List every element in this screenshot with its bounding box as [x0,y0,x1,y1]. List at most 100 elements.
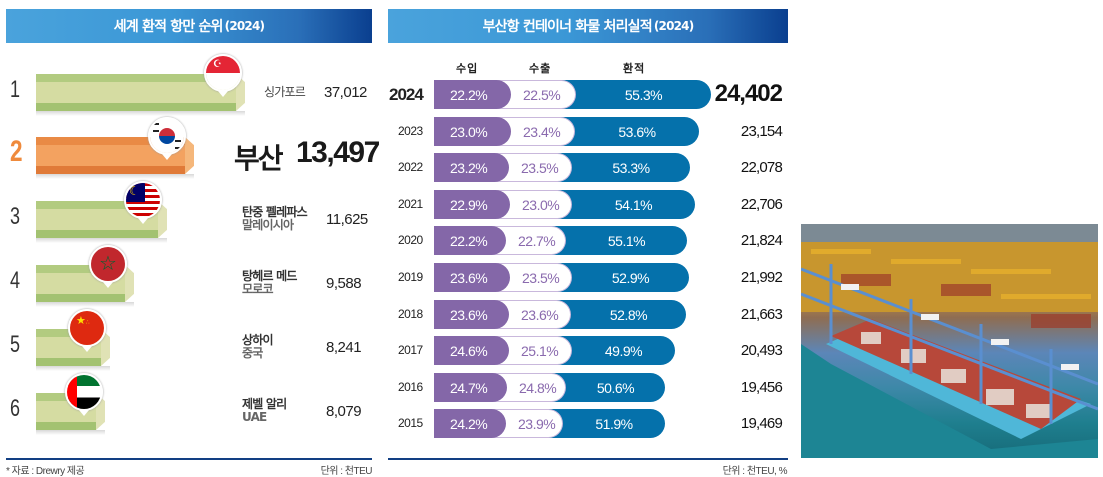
segment-label: 50.6% [596,379,635,396]
total-value: 24,402 [714,80,783,107]
stacked-bar: 55.1% 22.7% 22.2% [434,226,687,255]
segment-import: 24.2% [434,409,506,438]
total-value: 23,154 [740,123,783,140]
rank-number: 4 [10,267,21,294]
segment-import: 23.2% [434,153,509,182]
segment-label: 24.8% [519,379,557,396]
segment-label: 23.0% [522,196,560,213]
segment-label: 23.4% [523,123,561,140]
port-photo-illustration [801,224,1098,458]
busan-title-text: 부산항 컨테이너 화물 처리실적 [482,19,653,35]
country-name: 중국 [242,346,263,360]
rank-number: 5 [10,331,21,358]
segment-label: 22.5% [523,86,561,103]
busan-port-photo [801,224,1098,458]
segment-import: 23.0% [434,117,511,146]
rank-number: 6 [10,395,21,422]
segment-label: 49.9% [604,342,643,359]
segment-label: 24.7% [450,379,488,396]
country-name: 말레이시아 [242,218,294,232]
segment-label: 23.0% [450,123,488,140]
port-name: 탕헤르 메드 모로코 [242,270,297,296]
port-name-text: 제벨 알리 [242,397,287,411]
malaysia-flag-icon: ☾ [124,181,162,219]
rank-bar [36,137,194,179]
segment-label: 22.9% [450,196,488,213]
stacked-bar: 53.3% 23.5% 23.2% [434,153,690,182]
total-value: 21,824 [740,232,783,249]
segment-label: 53.6% [618,123,656,140]
segment-label: 23.9% [518,415,556,432]
segment-label: 23.6% [450,269,488,286]
segment-import: 23.6% [434,263,510,292]
rank-number: 2 [10,135,23,168]
port-name: 제벨 알리 UAE [242,397,287,424]
port-name: 상하이 중국 [242,333,274,360]
segment-label: 24.6% [450,342,488,359]
stacked-bar: 55.3% 22.5% 22.2% [434,80,711,109]
segment-label: 22.2% [450,86,488,103]
year-label: 2016 [398,380,423,394]
pin-pointer [103,282,113,288]
segment-label: 24.2% [450,415,488,432]
segment-label: 51.9% [595,415,633,432]
total-value: 19,469 [740,415,783,432]
pin-pointer [79,410,89,416]
stacked-bar: 49.9% 25.1% 24.6% [434,336,675,365]
rank-panel-title: 세계 환적 항만 순위 (2024) [6,9,372,43]
rank-number: 1 [10,76,21,103]
uae-flag-icon [65,373,103,411]
left-unit-note: 단위 : 천TEU [320,466,373,477]
busan-panel-title: 부산항 컨테이너 화물 처리실적 (2024) [388,9,788,43]
total-value: 20,493 [740,342,783,359]
port-value: 8,079 [326,403,362,420]
year-label: 2023 [398,124,423,138]
stacked-bar: 54.1% 23.0% 22.9% [434,190,695,219]
segment-import: 22.2% [434,226,506,255]
port-value: 37,012 [324,84,367,101]
stacked-bar: 50.6% 24.8% 24.7% [434,373,665,402]
port-name: 싱가포르 [264,86,306,99]
year-label: 2018 [398,307,423,321]
rank-title-text: 세계 환적 항만 순위 [113,19,224,35]
year-label: 2020 [398,233,423,247]
singapore-flag-icon: ☪ [204,54,242,92]
port-name-text: 상하이 [242,333,274,347]
stacked-bar: 52.8% 23.6% 23.6% [434,300,686,329]
rank-title-year: (2024) [224,19,265,33]
right-unit-note: 단위 : 천TEU, % [722,466,788,477]
total-value: 22,706 [740,196,783,213]
segment-label: 55.3% [624,86,663,103]
port-name-text: 탄중 펠레파스 [242,205,308,219]
stacked-bar: 51.9% 23.9% 24.2% [434,409,665,438]
country-name: UAE [242,410,267,424]
segment-import: 24.6% [434,336,509,365]
left-footer-divider [6,458,372,460]
segment-label: 54.1% [614,196,653,213]
year-label: 2021 [398,197,423,211]
south-korea-flag-icon [148,117,186,155]
source-note: * 자료 : Drewry 제공 [6,466,85,477]
pin-pointer [138,218,148,224]
segment-label: 23.6% [450,306,488,323]
segment-label: 23.2% [450,159,488,176]
port-value: 9,588 [326,275,362,292]
segment-label: 25.1% [521,342,559,359]
segment-label: 23.6% [521,306,559,323]
segment-label: 52.8% [609,306,648,323]
morocco-flag-icon: ☆ [89,245,127,283]
segment-label: 55.1% [607,232,646,249]
right-footer-divider [388,458,788,460]
year-label: 2017 [398,343,423,357]
total-value: 19,456 [740,379,783,396]
pin-pointer [82,346,92,352]
legend-import: 수입 [456,62,479,75]
year-label: 2019 [398,270,423,284]
port-name: 부산 [234,142,284,175]
total-value: 22,078 [740,159,783,176]
segment-label: 52.9% [611,269,650,286]
stacked-bar: 52.9% 23.5% 23.6% [434,263,689,292]
year-label: 2024 [389,85,424,104]
legend-export: 수출 [529,62,552,75]
segment-import: 22.9% [434,190,510,219]
